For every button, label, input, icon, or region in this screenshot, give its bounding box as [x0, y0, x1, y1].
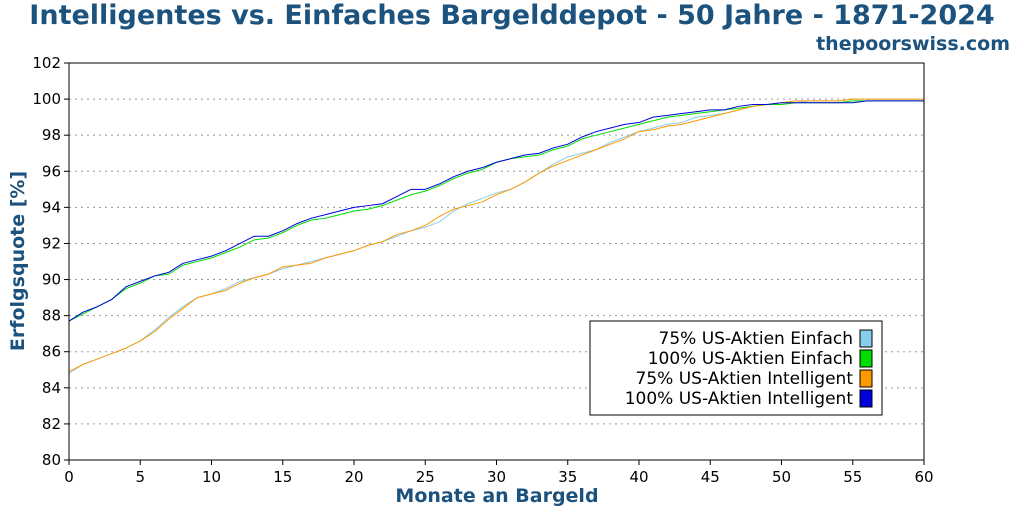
x-tick-label: 35: [558, 468, 577, 486]
x-axis-label: Monate an Bargeld: [395, 485, 598, 507]
legend-label: 100% US-Aktien Einfach: [648, 349, 853, 369]
x-tick-label: 40: [629, 468, 648, 486]
legend-label: 75% US-Aktien Einfach: [659, 329, 853, 349]
y-tick-label: 96: [42, 162, 61, 180]
legend-swatch: [859, 349, 873, 368]
y-tick-label: 90: [42, 271, 61, 289]
x-tick-label: 10: [202, 468, 221, 486]
y-axis-label: Erfolgsquote [%]: [7, 171, 29, 351]
x-tick-label: 20: [344, 468, 363, 486]
legend-box: [589, 320, 883, 416]
series-layer: [68, 98, 924, 374]
series-line-4: [68, 100, 924, 322]
x-tick-label: 60: [914, 468, 933, 486]
y-tick-label: 86: [42, 343, 61, 361]
y-tick-label: 88: [42, 307, 61, 325]
legend-swatch: [859, 329, 873, 348]
legend-label: 100% US-Aktien Intelligent: [625, 389, 854, 409]
x-tick-label: 45: [701, 468, 720, 486]
y-tick-label: 82: [42, 415, 61, 433]
y-tick-label: 100: [32, 90, 61, 108]
site-label: thepoorswiss.com: [816, 33, 1010, 55]
x-tick-label: 30: [487, 468, 506, 486]
legend-swatch: [859, 369, 873, 388]
y-tick-label: 80: [42, 451, 61, 469]
x-tick-label: 50: [772, 468, 791, 486]
y-tick-label: 92: [42, 234, 61, 252]
x-tick-label: 15: [273, 468, 292, 486]
legend-swatch: [859, 389, 873, 408]
y-axis: 80 82 84 86 88 90 92 94 96 98 100 102: [32, 54, 69, 469]
y-tick-label: 94: [42, 198, 61, 216]
y-tick-label: 84: [42, 379, 61, 397]
x-tick-label: 5: [135, 468, 145, 486]
x-tick-label: 25: [416, 468, 435, 486]
y-tick-label: 98: [42, 126, 61, 144]
y-tick-label: 102: [32, 54, 61, 72]
chart-title: Intelligentes vs. Einfaches Bargelddepot…: [29, 0, 995, 31]
x-tick-label: 55: [843, 468, 862, 486]
grid-lines: [69, 98, 924, 425]
x-tick-label: 0: [64, 468, 74, 486]
legend-label: 75% US-Aktien Intelligent: [636, 369, 854, 389]
x-axis: 0 5 10 15 20 25 30 35 40 45 50 55 60: [64, 460, 934, 486]
